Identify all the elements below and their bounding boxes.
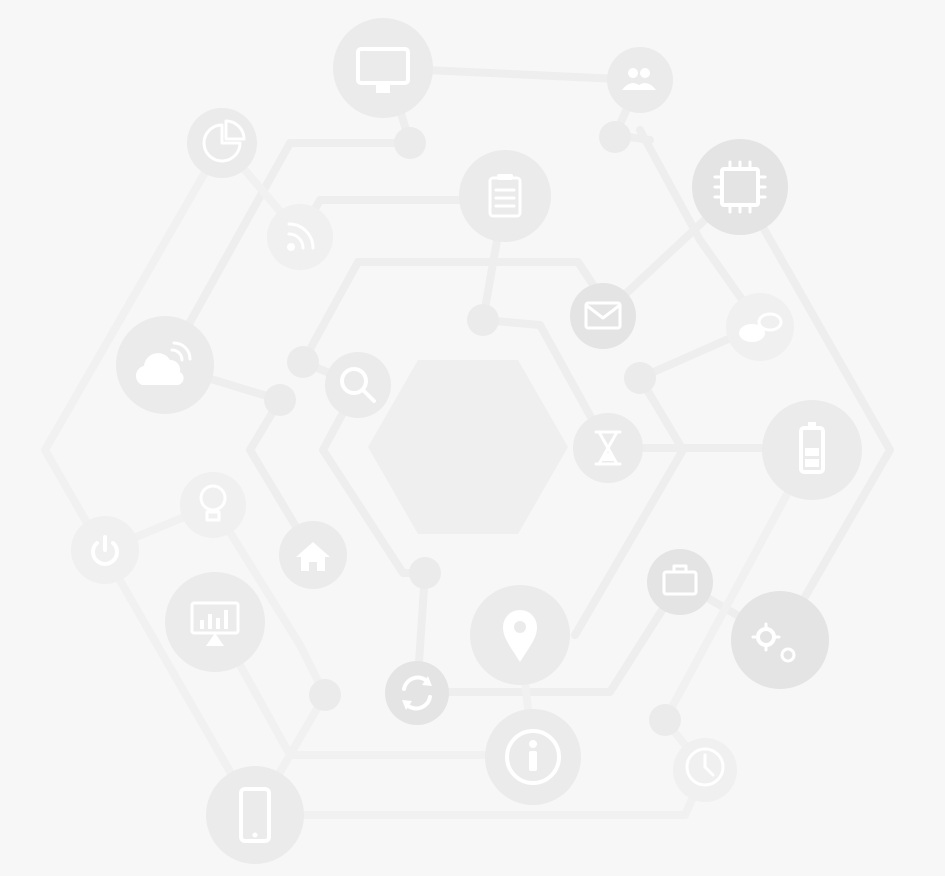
monitor-icon — [333, 18, 433, 118]
refresh-icon — [385, 661, 449, 725]
map-pin-icon — [470, 585, 570, 685]
lightbulb-icon — [180, 472, 246, 538]
battery-icon — [762, 400, 862, 500]
envelope-icon — [570, 283, 636, 349]
dashboard-icon — [165, 572, 265, 672]
chat-icon — [726, 293, 794, 361]
clipboard-icon — [459, 150, 551, 242]
rss-icon — [267, 204, 333, 270]
center-hexagon — [368, 360, 568, 534]
hourglass-icon — [573, 413, 643, 483]
smartphone-icon — [206, 766, 304, 864]
briefcase-icon — [647, 549, 713, 615]
cloud-icon — [116, 316, 214, 414]
clock-icon — [673, 738, 737, 802]
users-icon — [607, 47, 673, 113]
gears-icon — [731, 591, 829, 689]
power-icon — [71, 516, 139, 584]
info-icon — [485, 709, 581, 805]
search-icon — [325, 352, 391, 418]
network-joints — [264, 121, 681, 736]
pie-chart-icon — [187, 108, 257, 178]
chip-icon — [692, 139, 788, 235]
home-icon — [279, 521, 347, 589]
